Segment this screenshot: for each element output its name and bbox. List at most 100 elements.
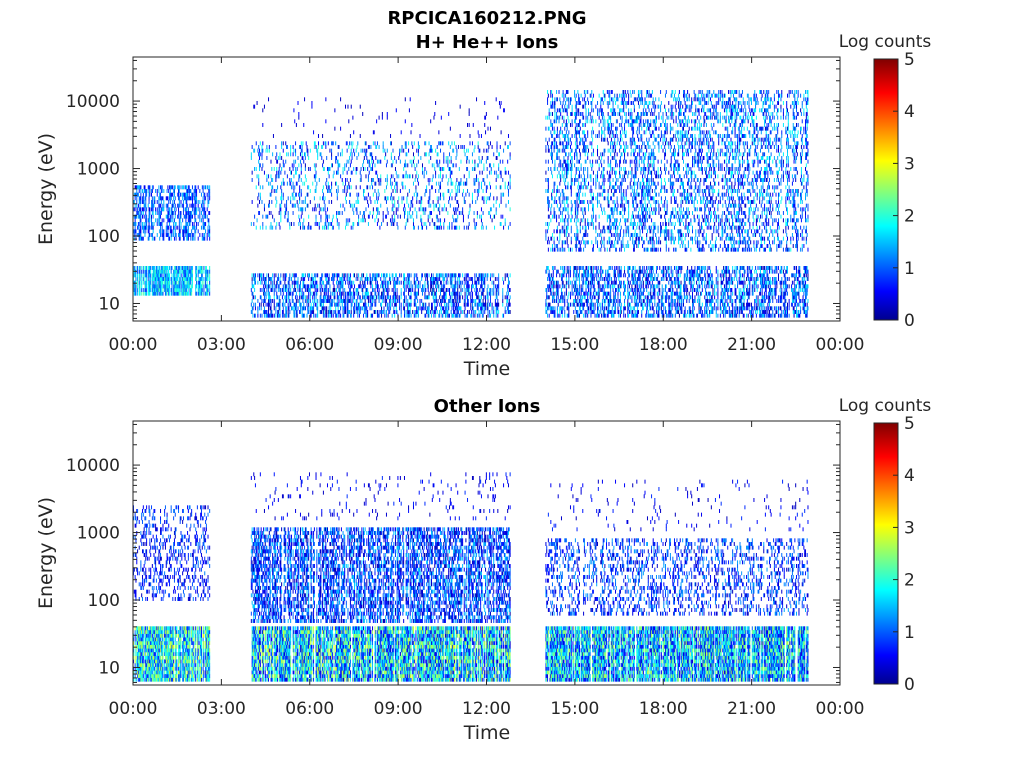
spectrogram-cell xyxy=(388,288,389,292)
spectrogram-cell xyxy=(333,174,334,178)
spectrogram-cell xyxy=(356,273,357,277)
spectrogram-cell xyxy=(387,178,388,182)
spectrogram-cell xyxy=(363,314,364,318)
spectrogram-cell xyxy=(501,171,502,175)
spectrogram-cell xyxy=(294,185,295,189)
spectrogram-cell xyxy=(175,185,176,189)
spectrogram-cell xyxy=(318,145,319,149)
spectrogram-cell xyxy=(601,314,602,318)
spectrogram-cell xyxy=(208,218,209,222)
spectrogram-cell xyxy=(357,295,358,299)
spectrogram-cell xyxy=(416,273,417,277)
spectrogram-cell xyxy=(320,218,321,222)
spectrogram-cell xyxy=(356,207,357,211)
spectrogram-cell xyxy=(430,156,431,160)
spectrogram-cell xyxy=(423,284,424,288)
spectrogram-cell xyxy=(570,303,571,307)
spectrogram-cell xyxy=(440,218,441,222)
spectrogram-cell xyxy=(186,185,187,189)
spectrogram-cell xyxy=(508,200,509,204)
spectrogram-cell xyxy=(404,310,405,314)
spectrogram-cell xyxy=(460,145,461,149)
spectrogram-cell xyxy=(577,284,578,288)
panel-title: H+ He++ Ions xyxy=(416,32,559,53)
spectrogram-cell xyxy=(257,281,258,285)
spectrogram-cell xyxy=(553,284,554,288)
spectrogram-cell xyxy=(469,211,470,215)
spectrogram-cell xyxy=(204,207,205,211)
spectrogram-cell xyxy=(430,310,431,314)
spectrogram-cell xyxy=(361,218,362,222)
spectrogram-cell xyxy=(315,314,316,318)
spectrogram-cell xyxy=(334,288,335,292)
spectrogram-cell xyxy=(439,295,440,299)
spectrogram-cell xyxy=(189,185,190,189)
spectrogram-cell xyxy=(580,306,581,310)
spectrogram-cell xyxy=(351,226,352,230)
spectrogram-cell xyxy=(459,185,460,189)
spectrogram-cell xyxy=(588,281,589,285)
spectrogram-cell xyxy=(553,288,554,292)
spectrogram-cell xyxy=(572,281,573,285)
spectrogram-cell xyxy=(599,270,600,274)
spectrogram-cell xyxy=(179,200,180,204)
spectrogram-cell xyxy=(361,178,362,182)
spectrogram-cell xyxy=(457,288,458,292)
spectrogram-cell xyxy=(509,299,510,303)
spectrogram-cell xyxy=(323,303,324,307)
spectrogram-cell xyxy=(252,273,253,277)
spectrogram-cell xyxy=(421,218,422,222)
spectrogram-cell xyxy=(281,193,282,197)
spectrogram-cell xyxy=(416,196,417,200)
spectrogram-cell xyxy=(364,149,365,153)
spectrogram-cell xyxy=(379,211,380,215)
spectrogram-cell xyxy=(378,196,379,200)
spectrogram-cell xyxy=(347,281,348,285)
spectrogram-cell xyxy=(373,141,374,145)
spectrogram-cell xyxy=(393,222,394,226)
spectrogram-cell xyxy=(152,222,153,226)
spectrogram-cell xyxy=(501,193,502,197)
spectrogram-cell xyxy=(420,204,421,208)
spectrogram-cell xyxy=(314,207,315,211)
spectrogram-cell xyxy=(377,288,378,292)
spectrogram-cell xyxy=(433,200,434,204)
spectrogram-cell xyxy=(490,127,491,131)
spectrogram-cell xyxy=(438,163,439,167)
spectrogram-cell xyxy=(299,218,300,222)
spectrogram-cell xyxy=(319,178,320,182)
spectrogram-cell xyxy=(393,273,394,277)
spectrogram-cell xyxy=(451,171,452,175)
spectrogram-cell xyxy=(324,310,325,314)
spectrogram-cell xyxy=(429,310,430,314)
spectrogram-cell xyxy=(486,160,487,164)
spectrogram-cell xyxy=(338,273,339,277)
spectrogram-cell xyxy=(280,292,281,296)
spectrogram-cell xyxy=(298,288,299,292)
spectrogram-cell xyxy=(456,303,457,307)
spectrogram-cell xyxy=(316,145,317,149)
spectrogram-cell xyxy=(505,141,506,145)
spectrogram-cell xyxy=(490,163,491,167)
spectrogram-cell xyxy=(296,303,297,307)
spectrogram-cell xyxy=(302,200,303,204)
spectrogram-cell xyxy=(175,215,176,219)
spectrogram-cell xyxy=(157,211,158,215)
spectrogram-cell xyxy=(550,284,551,288)
spectrogram-cell xyxy=(443,306,444,310)
spectrogram-cell xyxy=(476,281,477,285)
spectrogram-cell xyxy=(289,273,290,277)
spectrogram-cell xyxy=(396,211,397,215)
spectrogram-cell xyxy=(153,226,154,230)
spectrogram-cell xyxy=(169,207,170,211)
spectrogram-cell xyxy=(328,141,329,145)
spectrogram-cell xyxy=(258,182,259,186)
spectrogram-cell xyxy=(196,270,197,274)
spectrogram-cell xyxy=(182,218,183,222)
spectrogram-cell xyxy=(208,288,209,292)
spectrogram-cell xyxy=(161,273,162,277)
spectrogram-cell xyxy=(363,160,364,164)
spectrogram-cell xyxy=(334,171,335,175)
spectrogram-cell xyxy=(384,189,385,193)
spectrogram-cell xyxy=(198,266,199,270)
